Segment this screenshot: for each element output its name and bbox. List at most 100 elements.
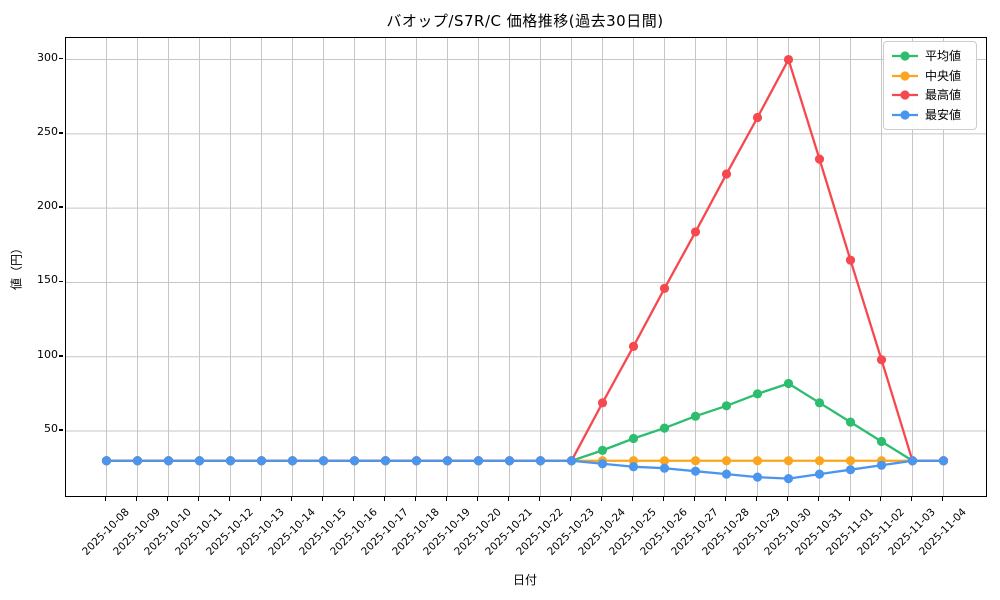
data-point bbox=[783, 378, 794, 389]
x-tickmark bbox=[538, 497, 541, 501]
data-point bbox=[318, 456, 329, 466]
data-point bbox=[597, 445, 608, 455]
data-point bbox=[380, 456, 391, 466]
data-point bbox=[225, 456, 236, 466]
legend-marker-icon bbox=[892, 90, 918, 100]
y-tickmark bbox=[59, 57, 63, 60]
data-point bbox=[597, 459, 608, 469]
y-tick-label: 300 bbox=[37, 50, 58, 64]
data-point bbox=[473, 456, 484, 466]
y-tick-label: 200 bbox=[37, 199, 58, 213]
data-point bbox=[752, 112, 763, 123]
x-tickmark bbox=[786, 497, 789, 501]
data-point bbox=[752, 389, 763, 399]
x-tickmark bbox=[600, 497, 603, 501]
data-point bbox=[628, 433, 639, 444]
data-point bbox=[752, 472, 763, 482]
data-point bbox=[628, 341, 639, 351]
series-line-最安値 bbox=[105, 459, 945, 480]
legend-label: 中央値 bbox=[925, 68, 962, 83]
x-tickmark bbox=[197, 497, 200, 501]
data-point bbox=[690, 227, 701, 237]
x-tickmark bbox=[135, 497, 138, 501]
y-tick-label: 100 bbox=[37, 347, 58, 361]
x-axis-label: 日付 bbox=[512, 573, 537, 587]
x-tickmark bbox=[848, 497, 851, 501]
data-point bbox=[783, 456, 794, 466]
x-tickmark bbox=[166, 497, 169, 501]
data-point bbox=[349, 456, 360, 466]
x-tickmark bbox=[290, 497, 293, 501]
x-tickmark bbox=[941, 497, 944, 501]
data-point bbox=[659, 283, 670, 293]
data-point bbox=[628, 462, 639, 472]
y-tickmark bbox=[59, 132, 63, 134]
data-point bbox=[721, 401, 732, 411]
x-tickmark bbox=[755, 497, 758, 501]
data-point bbox=[690, 466, 701, 476]
x-tickmark bbox=[259, 497, 262, 501]
x-tickmark bbox=[817, 497, 820, 501]
x-tickmark bbox=[724, 497, 727, 501]
x-tickmark bbox=[352, 497, 355, 501]
x-tickmark bbox=[321, 497, 324, 501]
data-point bbox=[814, 469, 825, 479]
legend-item-中央値: 中央値 bbox=[891, 68, 969, 84]
data-point bbox=[907, 456, 918, 466]
data-point bbox=[938, 456, 949, 466]
data-point bbox=[814, 154, 825, 164]
data-point bbox=[101, 456, 112, 466]
x-tickmark bbox=[383, 497, 386, 501]
data-point bbox=[504, 456, 515, 466]
x-tickmark bbox=[104, 497, 107, 501]
x-tickmark bbox=[507, 497, 510, 501]
data-point bbox=[566, 456, 577, 466]
legend-marker-icon bbox=[892, 70, 918, 81]
data-point bbox=[194, 456, 205, 466]
data-point bbox=[845, 417, 856, 427]
legend-marker-icon bbox=[892, 51, 918, 61]
series-line-平均値 bbox=[105, 382, 945, 462]
plot-area bbox=[65, 37, 987, 497]
y-tickmark bbox=[59, 354, 63, 357]
y-tickmark bbox=[59, 280, 63, 283]
data-point bbox=[411, 456, 422, 466]
x-tickmark bbox=[631, 497, 634, 501]
data-point bbox=[721, 169, 732, 179]
chart-title: バオップ/S7R/C 価格推移(過去30日間) bbox=[386, 12, 664, 30]
data-point bbox=[721, 469, 732, 479]
data-point bbox=[876, 355, 887, 365]
y-tick-label: 150 bbox=[37, 273, 58, 287]
legend-item-最高値: 最高値 bbox=[891, 87, 969, 103]
x-tickmark bbox=[414, 497, 417, 501]
data-point bbox=[814, 398, 825, 408]
data-point bbox=[721, 456, 732, 466]
legend-label: 平均値 bbox=[925, 49, 962, 63]
data-point bbox=[783, 54, 794, 65]
x-tickmark bbox=[569, 497, 572, 501]
y-tickmark bbox=[59, 206, 63, 208]
plot-canvas bbox=[66, 38, 986, 496]
data-point bbox=[535, 456, 546, 466]
data-point bbox=[132, 456, 143, 466]
data-point bbox=[659, 456, 670, 466]
data-point bbox=[783, 474, 794, 484]
x-tickmark bbox=[228, 497, 231, 501]
y-tick-label: 50 bbox=[44, 422, 58, 436]
x-tickmark bbox=[879, 497, 882, 501]
data-point bbox=[256, 456, 267, 466]
legend-label: 最高値 bbox=[925, 88, 962, 102]
y-tickmark bbox=[59, 429, 63, 431]
legend-marker-icon bbox=[892, 109, 918, 120]
data-point bbox=[442, 456, 453, 466]
x-tickmark bbox=[476, 497, 479, 501]
data-point bbox=[690, 456, 701, 466]
x-tickmark bbox=[662, 497, 665, 501]
legend-label: 最安値 bbox=[925, 107, 962, 122]
data-point bbox=[690, 411, 701, 421]
data-point bbox=[814, 456, 825, 466]
data-point bbox=[752, 456, 763, 466]
data-point bbox=[845, 255, 856, 265]
data-point bbox=[876, 436, 887, 447]
